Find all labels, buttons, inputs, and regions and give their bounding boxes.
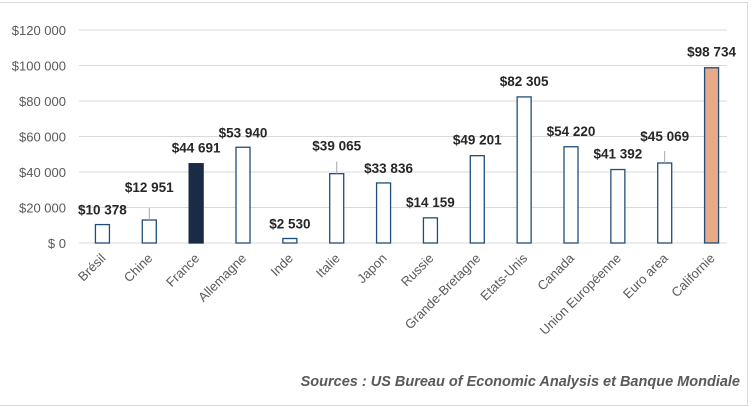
- bar-allemagne: [235, 146, 251, 244]
- data-label: $82 305: [500, 74, 549, 89]
- y-tick-label: $20 000: [19, 201, 66, 216]
- bar-inde: [282, 237, 298, 244]
- category-label: Canada: [534, 250, 577, 293]
- y-tick-label: $60 000: [19, 130, 66, 145]
- data-label: $53 940: [219, 125, 268, 140]
- bar-union-européenne: [610, 168, 626, 244]
- data-label: $54 220: [547, 124, 596, 139]
- data-label: $14 159: [406, 195, 455, 210]
- category-label: Euro area: [620, 250, 672, 302]
- data-label: $45 069: [640, 129, 689, 144]
- category-label: Chine: [121, 251, 156, 286]
- bar-euro-area: [657, 162, 673, 244]
- y-tick-label: $80 000: [19, 94, 66, 109]
- bar-japon: [375, 182, 392, 244]
- source-note: Sources : US Bureau of Economic Analysis…: [300, 374, 740, 390]
- y-tick-label: $ 0: [48, 236, 66, 251]
- y-tick-label: $100 000: [12, 59, 66, 74]
- category-label: Italie: [313, 251, 343, 281]
- y-tick-label: $120 000: [12, 23, 66, 38]
- bar-russie: [422, 217, 439, 244]
- category-label: Etats-Unis: [477, 250, 530, 303]
- data-label: $44 691: [172, 141, 221, 156]
- category-label: Union Européenne: [537, 251, 624, 338]
- category-label: Brésil: [75, 250, 109, 284]
- data-label: $10 378: [78, 203, 127, 218]
- bar-france: [188, 163, 204, 244]
- bar-italie: [329, 173, 345, 244]
- bar-canada: [563, 146, 579, 244]
- bar-etats-unis: [516, 96, 532, 244]
- category-label: Inde: [267, 251, 296, 280]
- data-label: $12 951: [125, 180, 174, 195]
- category-label: Californie: [668, 251, 717, 300]
- bar-californie: [703, 67, 720, 244]
- data-label: $33 836: [364, 161, 413, 176]
- category-label: Russie: [398, 251, 437, 290]
- data-label: $98 734: [687, 45, 736, 60]
- bar-brésil: [94, 223, 111, 244]
- bar-grande-bretagne: [469, 155, 485, 244]
- bar-chine: [141, 219, 157, 244]
- category-label: France: [163, 251, 202, 290]
- category-label: Japon: [354, 251, 390, 287]
- data-label: $2 530: [269, 217, 310, 232]
- data-label: $41 392: [593, 147, 642, 162]
- category-label: Allemagne: [195, 251, 249, 305]
- y-tick-label: $40 000: [19, 165, 66, 180]
- data-label: $49 201: [453, 133, 502, 148]
- data-label: $39 065: [312, 139, 361, 154]
